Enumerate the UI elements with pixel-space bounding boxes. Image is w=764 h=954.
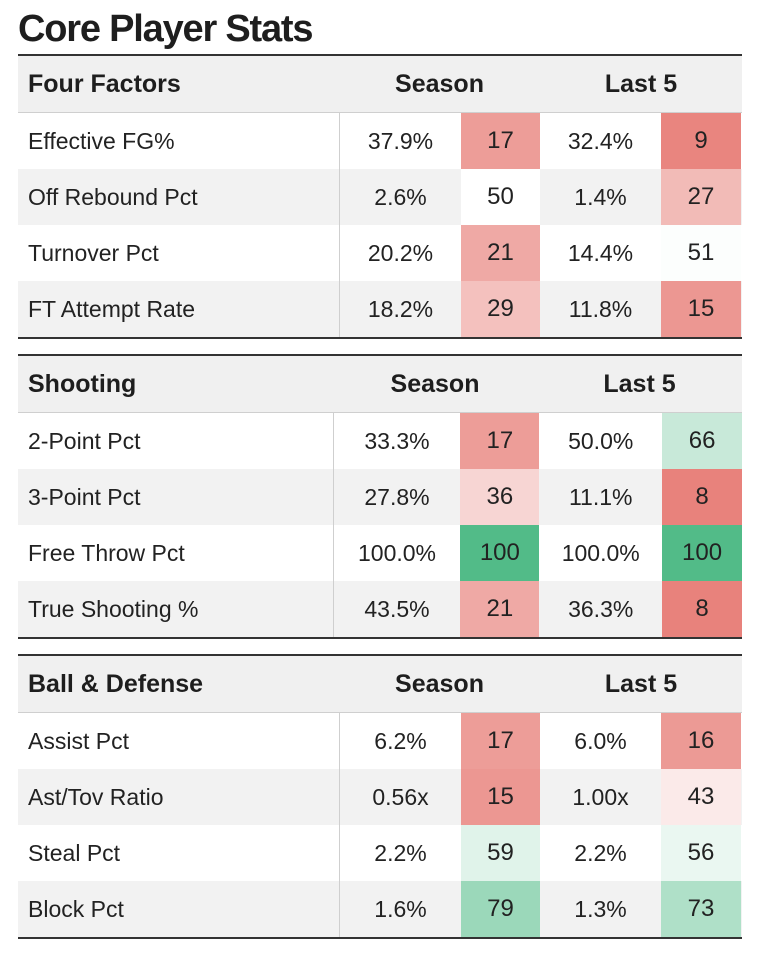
stat-label: Free Throw Pct [28, 539, 185, 566]
last5-value: 2.2% [574, 839, 627, 866]
table-row: True Shooting % 43.5% 21 36.3% 8 [18, 581, 743, 637]
stat-label: Ast/Tov Ratio [28, 783, 164, 810]
last5-value: 100.0% [561, 539, 640, 566]
table-row: Effective FG% 37.9% 17 32.4% 9 [18, 113, 742, 169]
stat-label: Off Rebound Pct [28, 183, 198, 210]
season-value: 2.6% [339, 169, 461, 225]
stat-label: True Shooting % [28, 595, 199, 622]
last5-rank: 100 [662, 525, 743, 581]
season-value: 18.2% [339, 281, 461, 337]
season-value: 0.56x [339, 769, 461, 825]
season-rank: 21 [461, 225, 540, 281]
season-value: 33.3% [332, 413, 461, 469]
season-column-header: Season [390, 369, 480, 398]
last5-value: 1.00x [572, 783, 629, 810]
season-rank: 59 [461, 825, 540, 881]
last5-value: 14.4% [567, 239, 634, 266]
season-value: 2.2% [339, 825, 461, 881]
season-rank: 36 [460, 469, 540, 525]
season-rank: 17 [460, 413, 540, 469]
season-rank: 17 [461, 113, 540, 169]
last5-rank: 16 [661, 713, 741, 769]
table-row: 3-Point Pct 27.8% 36 11.1% 8 [18, 469, 743, 525]
season-rank: 50 [461, 169, 540, 225]
last5-value: 1.3% [574, 895, 627, 922]
table-row: Turnover Pct 20.2% 21 14.4% 51 [18, 225, 742, 281]
last5-rank: 51 [661, 225, 741, 281]
last5-value: 50.0% [568, 427, 634, 454]
table-row: Ast/Tov Ratio 0.56x 15 1.00x 43 [18, 769, 742, 825]
table-row: 2-Point Pct 33.3% 17 50.0% 66 [18, 413, 743, 469]
stat-label: Turnover Pct [28, 239, 159, 266]
last5-rank: 15 [661, 281, 741, 337]
last5-rank: 9 [661, 113, 741, 169]
season-rank: 79 [461, 881, 540, 937]
table-row: Steal Pct 2.2% 59 2.2% 56 [18, 825, 742, 881]
table-header: Ball & Defense Season Last 5 [18, 656, 742, 713]
ball-defense-table: Ball & Defense Season Last 5 Assist Pct … [18, 654, 742, 939]
last5-rank: 27 [661, 169, 741, 225]
season-rank: 100 [460, 525, 540, 581]
season-column-header: Season [395, 69, 484, 98]
season-value: 6.2% [339, 713, 461, 769]
last5-rank: 73 [661, 881, 741, 937]
last5-rank: 8 [662, 581, 743, 637]
last5-value: 11.1% [568, 483, 633, 510]
season-value: 37.9% [339, 113, 461, 169]
last5-column-header: Last 5 [604, 669, 678, 698]
season-rank: 29 [461, 281, 540, 337]
table-row: Off Rebound Pct 2.6% 50 1.4% 27 [18, 169, 742, 225]
shooting-table: Shooting Season Last 5 2-Point Pct 33.3%… [18, 354, 743, 639]
stat-label: 2-Point Pct [28, 427, 141, 454]
last5-value: 1.4% [574, 183, 627, 210]
table-header: Shooting Season Last 5 [18, 356, 742, 413]
stat-label: FT Attempt Rate [28, 295, 196, 322]
last5-value: 11.8% [568, 295, 633, 322]
last5-value: 32.4% [567, 127, 634, 154]
season-value: 100.0% [332, 525, 461, 581]
section-title: Four Factors [28, 69, 181, 98]
season-rank: 17 [461, 713, 540, 769]
stat-label: Block Pct [28, 895, 124, 922]
season-column-header: Season [395, 669, 484, 698]
season-rank: 15 [461, 769, 540, 825]
table-row: Assist Pct 6.2% 17 6.0% 16 [18, 713, 742, 769]
last5-rank: 56 [661, 825, 741, 881]
last5-value: 6.0% [574, 727, 627, 754]
season-value: 43.5% [332, 581, 461, 637]
table-row: Free Throw Pct 100.0% 100 100.0% 100 [18, 525, 743, 581]
season-value: 27.8% [332, 469, 461, 525]
stat-label: Effective FG% [28, 127, 175, 154]
table-row: FT Attempt Rate 18.2% 29 11.8% 15 [18, 281, 742, 337]
table-header: Four Factors Season Last 5 [18, 56, 742, 113]
season-value: 20.2% [339, 225, 461, 281]
stat-label: Steal Pct [28, 839, 121, 866]
section-title: Ball & Defense [28, 669, 204, 698]
section-title: Shooting [28, 369, 137, 398]
last5-column-header: Last 5 [604, 69, 678, 98]
season-value: 1.6% [339, 881, 461, 937]
stat-label: Assist Pct [28, 727, 129, 754]
stat-label: 3-Point Pct [28, 483, 141, 510]
season-rank: 21 [460, 581, 540, 637]
page-title: Core Player Stats [18, 8, 314, 50]
last5-rank: 8 [662, 469, 743, 525]
four-factors-table: Four Factors Season Last 5 Effective FG%… [18, 54, 742, 339]
last5-column-header: Last 5 [603, 369, 676, 398]
last5-rank: 43 [661, 769, 741, 825]
last5-rank: 66 [662, 413, 743, 469]
table-row: Block Pct 1.6% 79 1.3% 73 [18, 881, 742, 937]
last5-value: 36.3% [568, 595, 634, 622]
